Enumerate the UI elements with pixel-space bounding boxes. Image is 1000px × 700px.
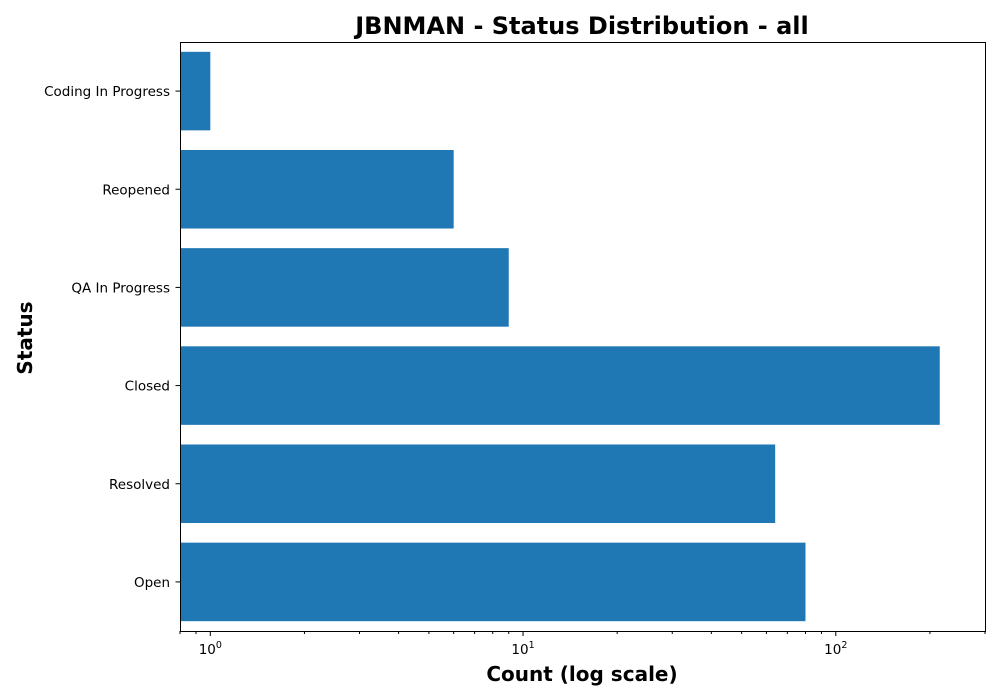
plot-frame <box>180 42 986 632</box>
y-tick-label: QA In Progress <box>71 280 170 296</box>
x-axis: 100 101 102 <box>179 631 986 658</box>
y-axis-label: Status <box>13 301 37 374</box>
x-tick-label: 101 <box>511 640 534 658</box>
x-axis-label: Count (log scale) <box>486 662 677 686</box>
y-tick-label: Resolved <box>109 477 170 493</box>
chart-title: JBNMAN - Status Distribution - all <box>353 12 809 40</box>
y-tick-label: Reopened <box>102 182 170 198</box>
x-tick-label: 102 <box>824 640 847 658</box>
bar-qa-in-progress <box>180 248 509 327</box>
bar-reopened <box>180 149 454 229</box>
x-tick-label: 100 <box>199 640 222 658</box>
y-tick-label: Coding In Progress <box>44 84 170 100</box>
bar-open <box>180 542 806 622</box>
bar-closed <box>180 346 940 425</box>
y-tick-label: Open <box>134 575 170 591</box>
bar-resolved <box>180 444 776 524</box>
bars-group <box>180 51 940 622</box>
y-tick-label: Closed <box>125 379 170 395</box>
bar-coding-in-progress <box>180 51 211 131</box>
y-axis: Open Resolved Closed QA In Progress Reopened… <box>44 84 180 591</box>
